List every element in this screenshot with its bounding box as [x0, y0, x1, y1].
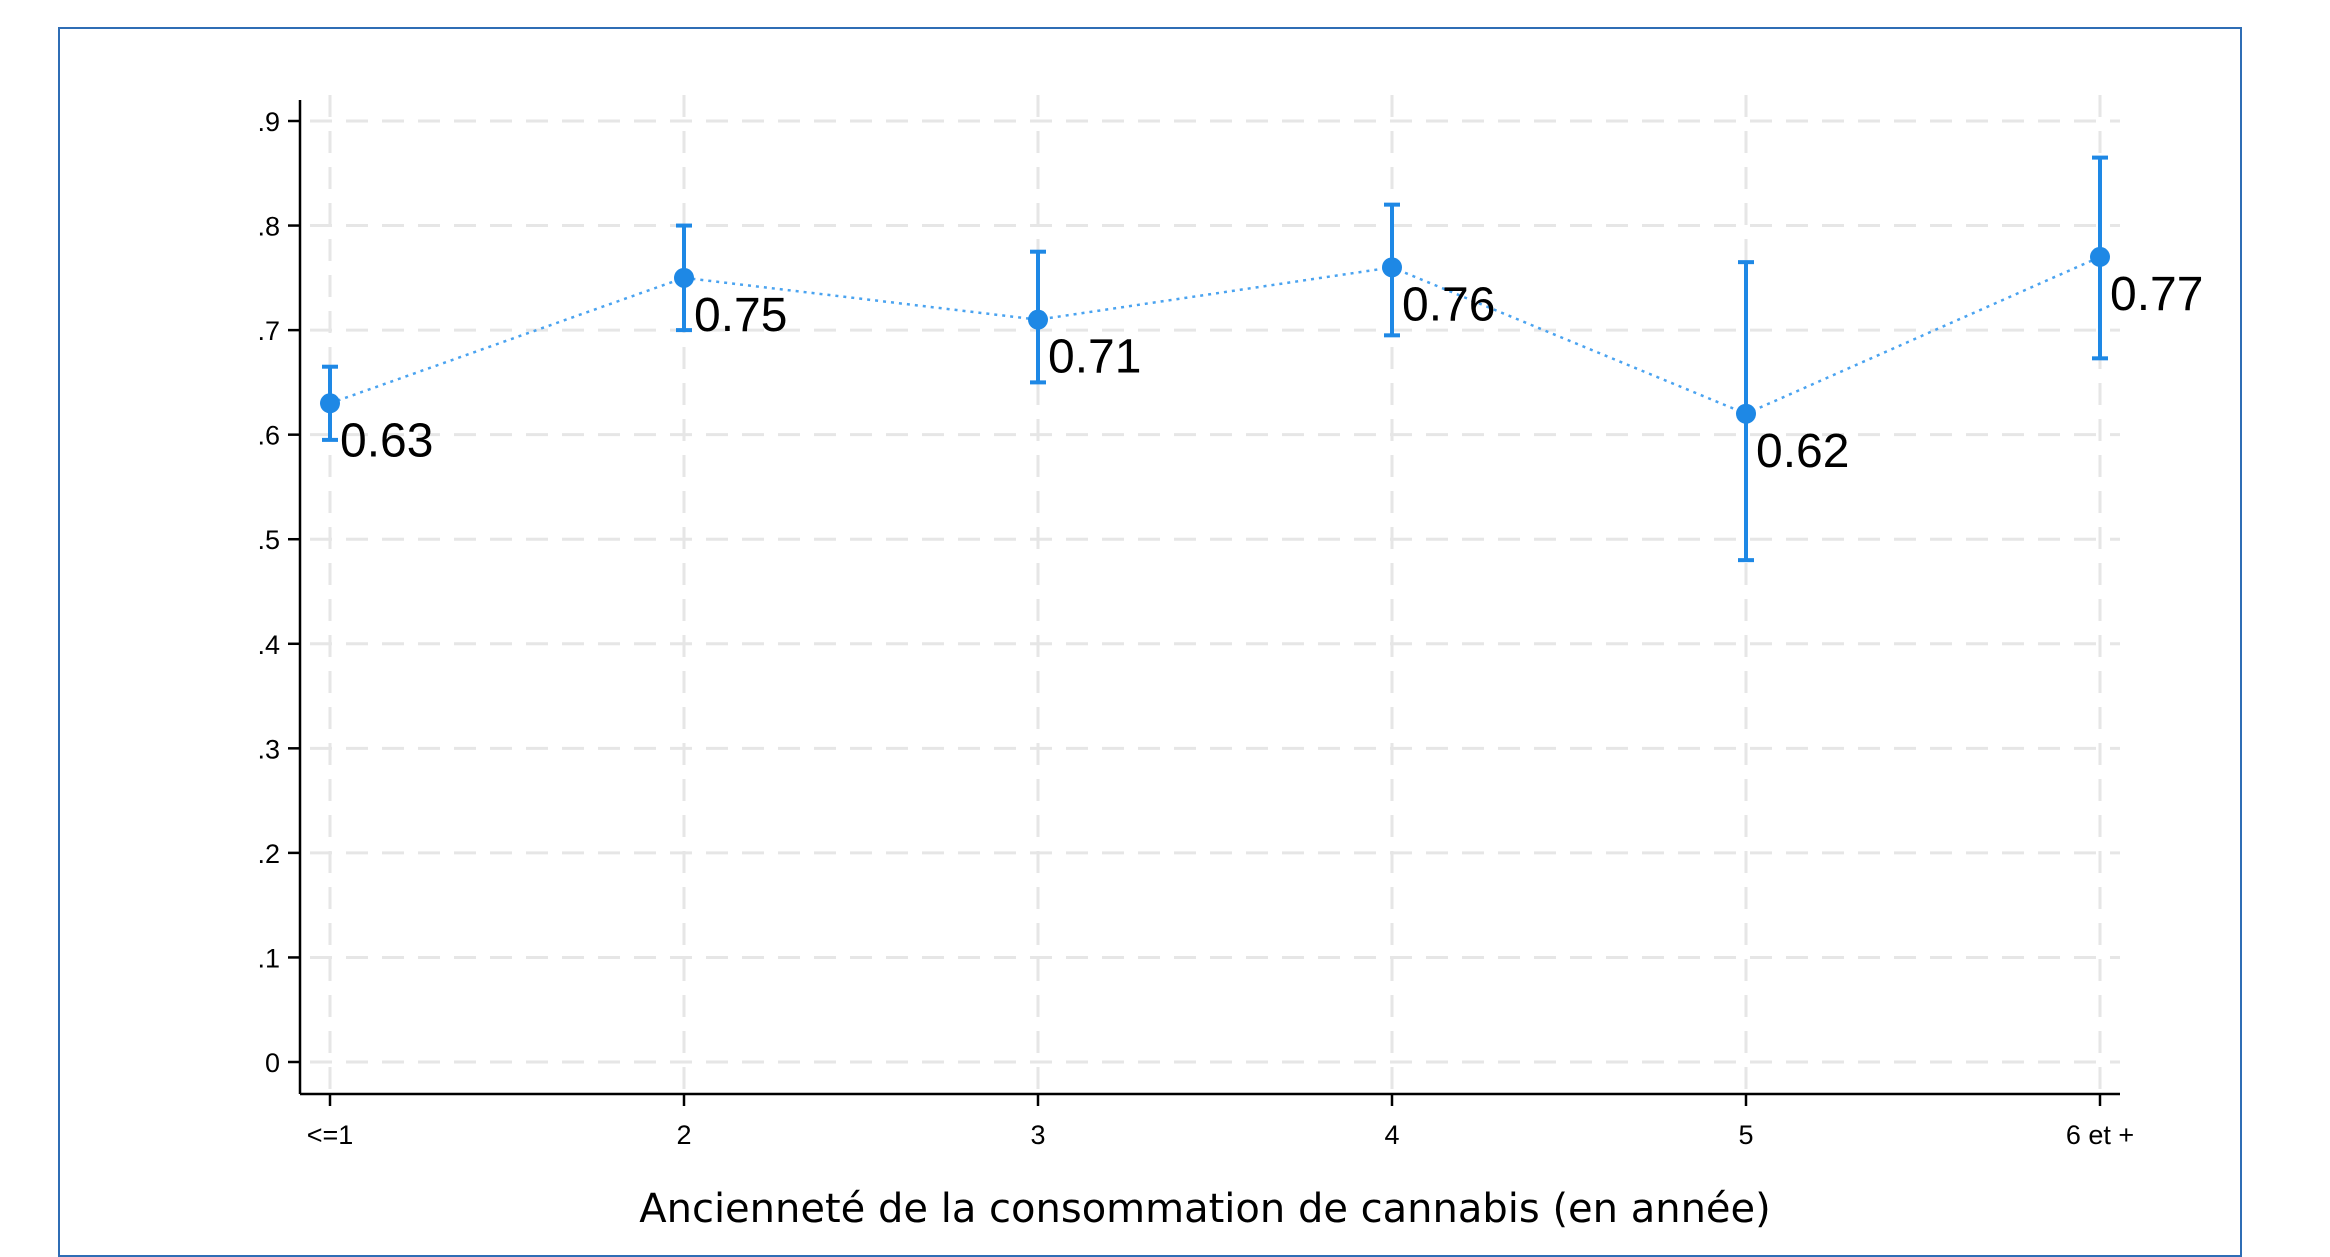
y-tick-label: .1	[257, 943, 280, 973]
y-ticks: 0 .1 .2 .3 .4 .5 .6 .7 .8 .9	[257, 107, 300, 1078]
x-tick-label: 3	[1030, 1120, 1045, 1150]
grid	[310, 95, 2120, 1090]
chart-frame	[58, 27, 2242, 1257]
y-tick-label: .8	[257, 212, 280, 242]
data-point	[674, 267, 694, 288]
y-tick-label: .5	[257, 525, 280, 555]
y-tick-label: .4	[257, 630, 280, 660]
series-connector-line	[329, 255, 2101, 416]
x-tick-label: <=1	[307, 1120, 354, 1150]
y-tick-label: .9	[257, 107, 280, 137]
data-points	[320, 246, 2110, 424]
data-point	[1736, 403, 1756, 424]
data-point	[320, 393, 340, 414]
data-label: 0.76	[1402, 278, 1495, 331]
data-label: 0.71	[1048, 331, 1141, 384]
data-label: 0.77	[2110, 268, 2203, 321]
y-tick-label: .6	[257, 421, 280, 451]
y-tick-label: .3	[257, 734, 280, 764]
data-point	[2090, 246, 2110, 267]
y-tick-label: .2	[257, 839, 280, 869]
x-tick-label: 6 et +	[2066, 1120, 2134, 1150]
x-tick-label: 4	[1384, 1120, 1399, 1150]
x-axis-title: Ancienneté de la consommation de cannabi…	[639, 1186, 1771, 1232]
x-tick-label: 2	[676, 1120, 691, 1150]
data-labels: 0.63 0.75 0.71 0.76 0.62 0.77	[340, 268, 2203, 478]
data-point	[1028, 309, 1048, 330]
error-bars	[322, 155, 2108, 563]
data-label: 0.75	[694, 289, 787, 342]
y-tick-label: 0	[265, 1048, 280, 1078]
y-tick-label: .7	[257, 316, 280, 346]
axes	[298, 100, 2120, 1096]
data-label: 0.63	[340, 414, 433, 467]
data-point	[1382, 257, 1402, 278]
series	[329, 255, 2101, 416]
x-ticks: <=1 2 3 4 5 6 et +	[307, 1094, 2134, 1150]
x-tick-label: 5	[1738, 1120, 1753, 1150]
data-label: 0.62	[1756, 425, 1849, 478]
